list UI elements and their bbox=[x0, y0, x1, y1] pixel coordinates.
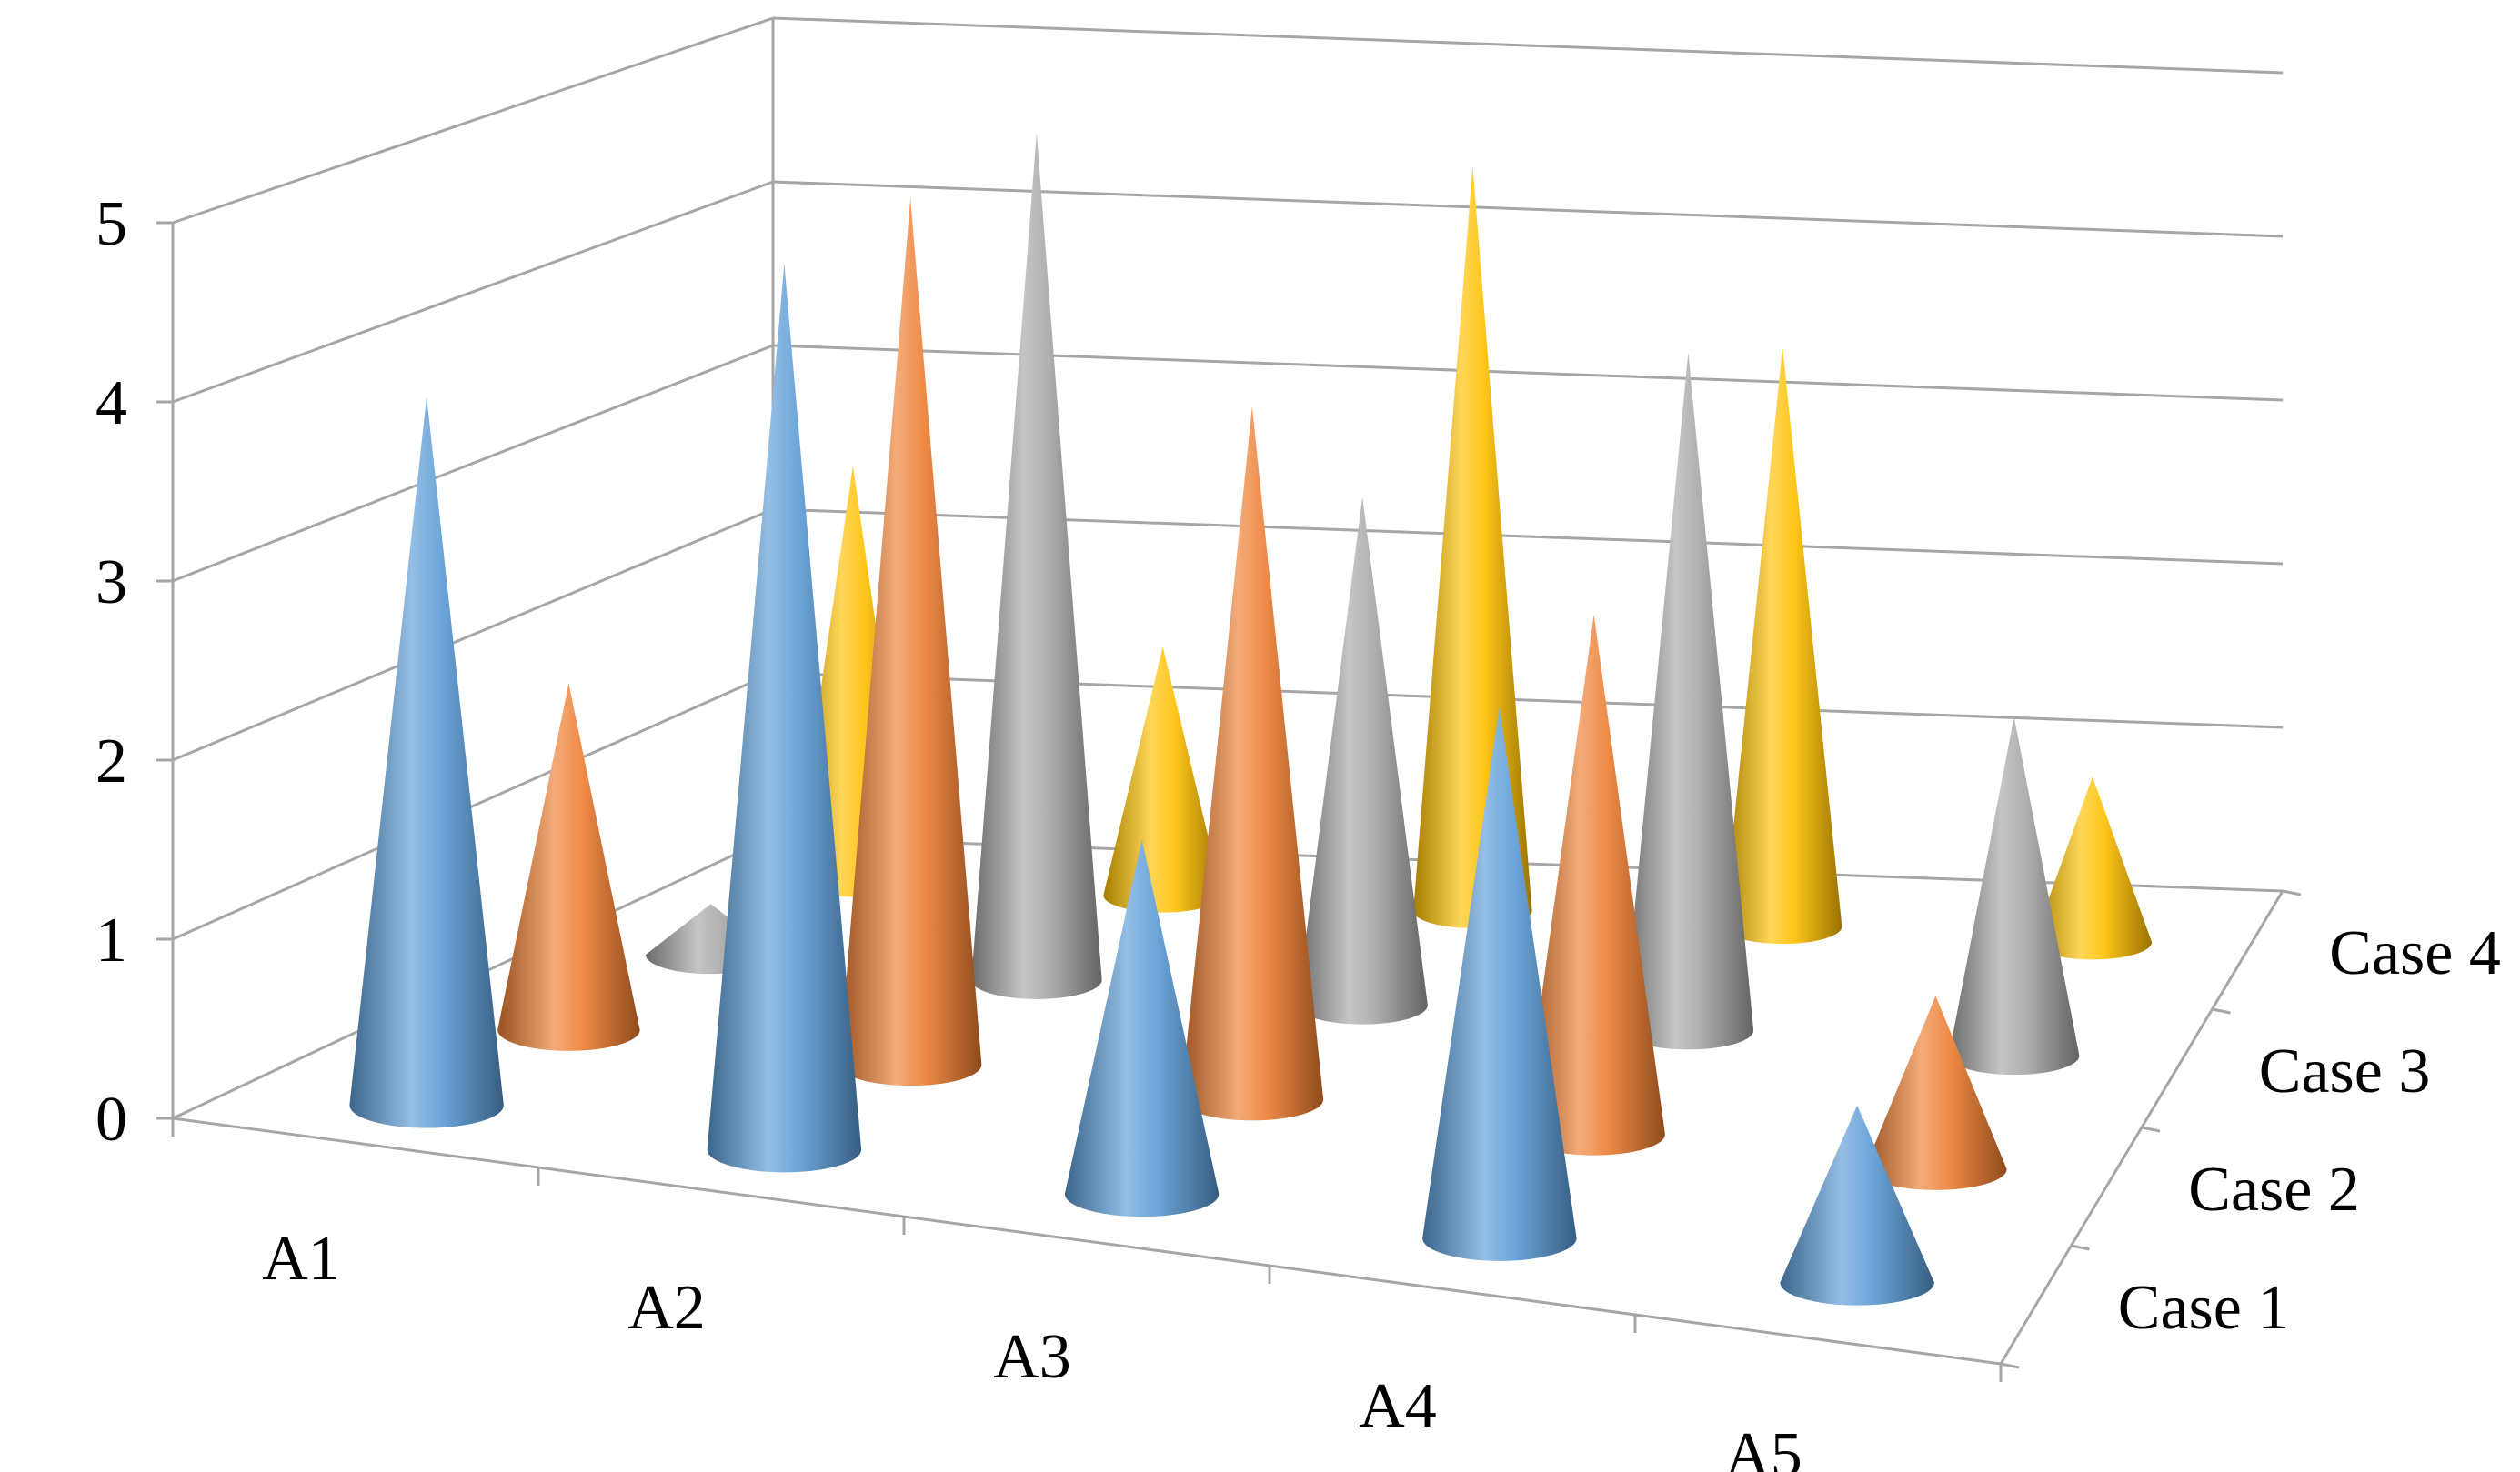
cone-a1-case-1 bbox=[349, 396, 504, 1128]
cone-a2-case-2 bbox=[838, 198, 982, 1086]
back-gridline bbox=[772, 180, 2284, 238]
cone-body bbox=[1422, 706, 1577, 1261]
chart-labels: 0 1 2 3 4 5 A1 A2 A3 A4 A5 Case 1 Case 2 Case 3 Case 4 bbox=[95, 189, 2501, 1472]
depth-tick bbox=[2212, 1007, 2231, 1015]
cone-a4-case-3 bbox=[1622, 352, 1754, 1050]
cone-body bbox=[1622, 352, 1754, 1050]
depth-tick bbox=[2071, 1244, 2090, 1251]
y-tick-label: 1 bbox=[95, 906, 127, 976]
cone-body bbox=[1103, 646, 1222, 913]
cone-body bbox=[707, 264, 862, 1173]
cone-body bbox=[497, 683, 640, 1051]
side-gridline bbox=[172, 507, 774, 762]
y-tick-label: 2 bbox=[95, 726, 127, 796]
cone-body bbox=[1780, 1105, 1934, 1306]
category-label-a2: A2 bbox=[627, 1273, 706, 1343]
side-gridline bbox=[172, 671, 774, 941]
category-label-a1: A1 bbox=[262, 1224, 340, 1294]
cone-body bbox=[1864, 996, 2007, 1190]
y-tick-label: 0 bbox=[95, 1085, 127, 1155]
cone-body bbox=[971, 133, 1102, 999]
cone-a4-case-2 bbox=[1522, 614, 1665, 1156]
cone-a1-case-2 bbox=[497, 683, 640, 1051]
depth-tick bbox=[2000, 1362, 2020, 1369]
category-label-a4: A4 bbox=[1359, 1371, 1437, 1441]
cone-body bbox=[349, 396, 504, 1128]
depth-tick bbox=[2141, 1126, 2161, 1133]
cone-a5-case-1 bbox=[1780, 1105, 1934, 1306]
cone-a4-case-4 bbox=[1722, 346, 1842, 945]
cone-a2-case-4 bbox=[1103, 646, 1222, 913]
floor-front-edge bbox=[172, 1117, 2002, 1366]
cone-body bbox=[1522, 614, 1665, 1156]
cone-a5-case-2 bbox=[1864, 996, 2007, 1190]
back-gridline bbox=[772, 16, 2284, 75]
chart-cones bbox=[349, 133, 2153, 1306]
y-tick-label: 4 bbox=[95, 368, 127, 438]
back-gridline bbox=[772, 507, 2284, 566]
category-label-a5: A5 bbox=[1724, 1420, 1802, 1472]
series-label-case-1: Case 1 bbox=[2118, 1273, 2290, 1343]
cone-a2-case-3 bbox=[971, 133, 1102, 999]
series-label-case-3: Case 3 bbox=[2259, 1036, 2431, 1107]
cone-body bbox=[838, 198, 982, 1086]
cone-a5-case-4 bbox=[2033, 776, 2153, 960]
cone-body bbox=[1722, 346, 1842, 945]
depth-tick bbox=[2282, 889, 2302, 896]
y-tick-label: 3 bbox=[95, 547, 127, 617]
cone-a3-case-2 bbox=[1180, 406, 1324, 1121]
cone-a3-case-3 bbox=[1297, 496, 1428, 1025]
series-label-case-2: Case 2 bbox=[2188, 1155, 2360, 1225]
category-label-a3: A3 bbox=[993, 1322, 1071, 1392]
cone-body bbox=[2033, 776, 2153, 960]
cone-body bbox=[1180, 406, 1324, 1121]
side-gridline bbox=[172, 180, 774, 404]
side-gridline bbox=[172, 16, 774, 225]
y-tick-label: 5 bbox=[95, 189, 127, 259]
series-label-case-4: Case 4 bbox=[2329, 918, 2501, 988]
cone-body bbox=[1948, 716, 2080, 1076]
cone-a5-case-3 bbox=[1948, 716, 2080, 1076]
cone-a3-case-1 bbox=[1064, 839, 1220, 1217]
cone-a4-case-1 bbox=[1422, 706, 1577, 1261]
cone-body bbox=[1064, 839, 1220, 1217]
side-gridline bbox=[172, 344, 774, 583]
cone-body bbox=[1297, 496, 1428, 1025]
back-gridline bbox=[772, 344, 2284, 402]
cone-a2-case-1 bbox=[707, 264, 862, 1173]
